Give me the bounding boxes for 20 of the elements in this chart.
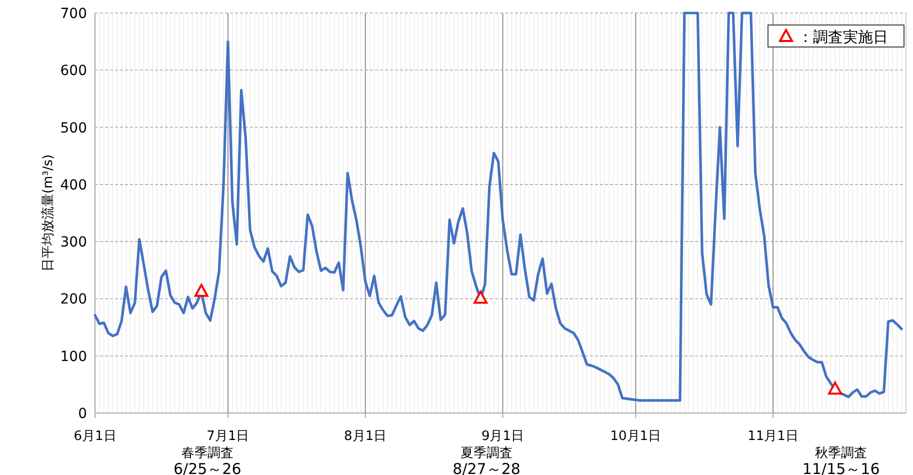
y-tick-label: 200 (60, 292, 87, 308)
y-tick-label: 700 (60, 6, 87, 22)
point (828, 382, 842, 395)
y-tick-label: 500 (60, 120, 87, 136)
y-tick-label: 300 (60, 234, 87, 251)
x-tick-label: 10月1日 (610, 429, 662, 444)
x-tick-label: 6月1日 (74, 429, 116, 444)
x-tick-label: 7月1日 (206, 429, 250, 444)
y-tick-label: 600 (60, 63, 87, 80)
x-tick-label: 8月1日 (344, 429, 387, 444)
legend-label: ：調査実施日 (798, 28, 888, 46)
point (194, 284, 208, 297)
y-tick-label: 0 (78, 406, 87, 422)
y-axis-title: 日平均放流量(m³/s) (40, 154, 56, 272)
x-tick-label: 11月1日 (748, 429, 798, 444)
y-tick-label: 100 (60, 348, 87, 365)
legend: ：調査実施日 (768, 24, 904, 48)
y-tick-label: 400 (60, 177, 87, 194)
point (474, 290, 488, 304)
x-tick-label: 9月1日 (481, 429, 524, 444)
